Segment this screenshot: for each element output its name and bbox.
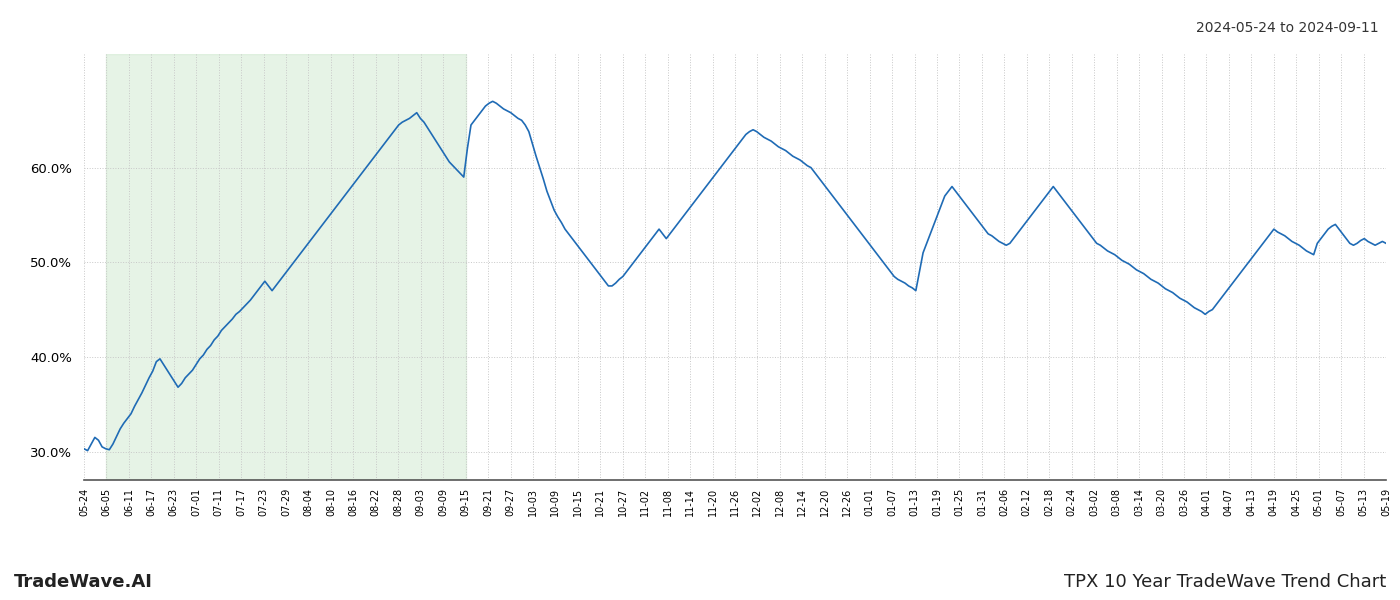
Text: TradeWave.AI: TradeWave.AI — [14, 573, 153, 591]
Bar — [106, 54, 466, 480]
Text: 2024-05-24 to 2024-09-11: 2024-05-24 to 2024-09-11 — [1197, 21, 1379, 35]
Text: TPX 10 Year TradeWave Trend Chart: TPX 10 Year TradeWave Trend Chart — [1064, 573, 1386, 591]
